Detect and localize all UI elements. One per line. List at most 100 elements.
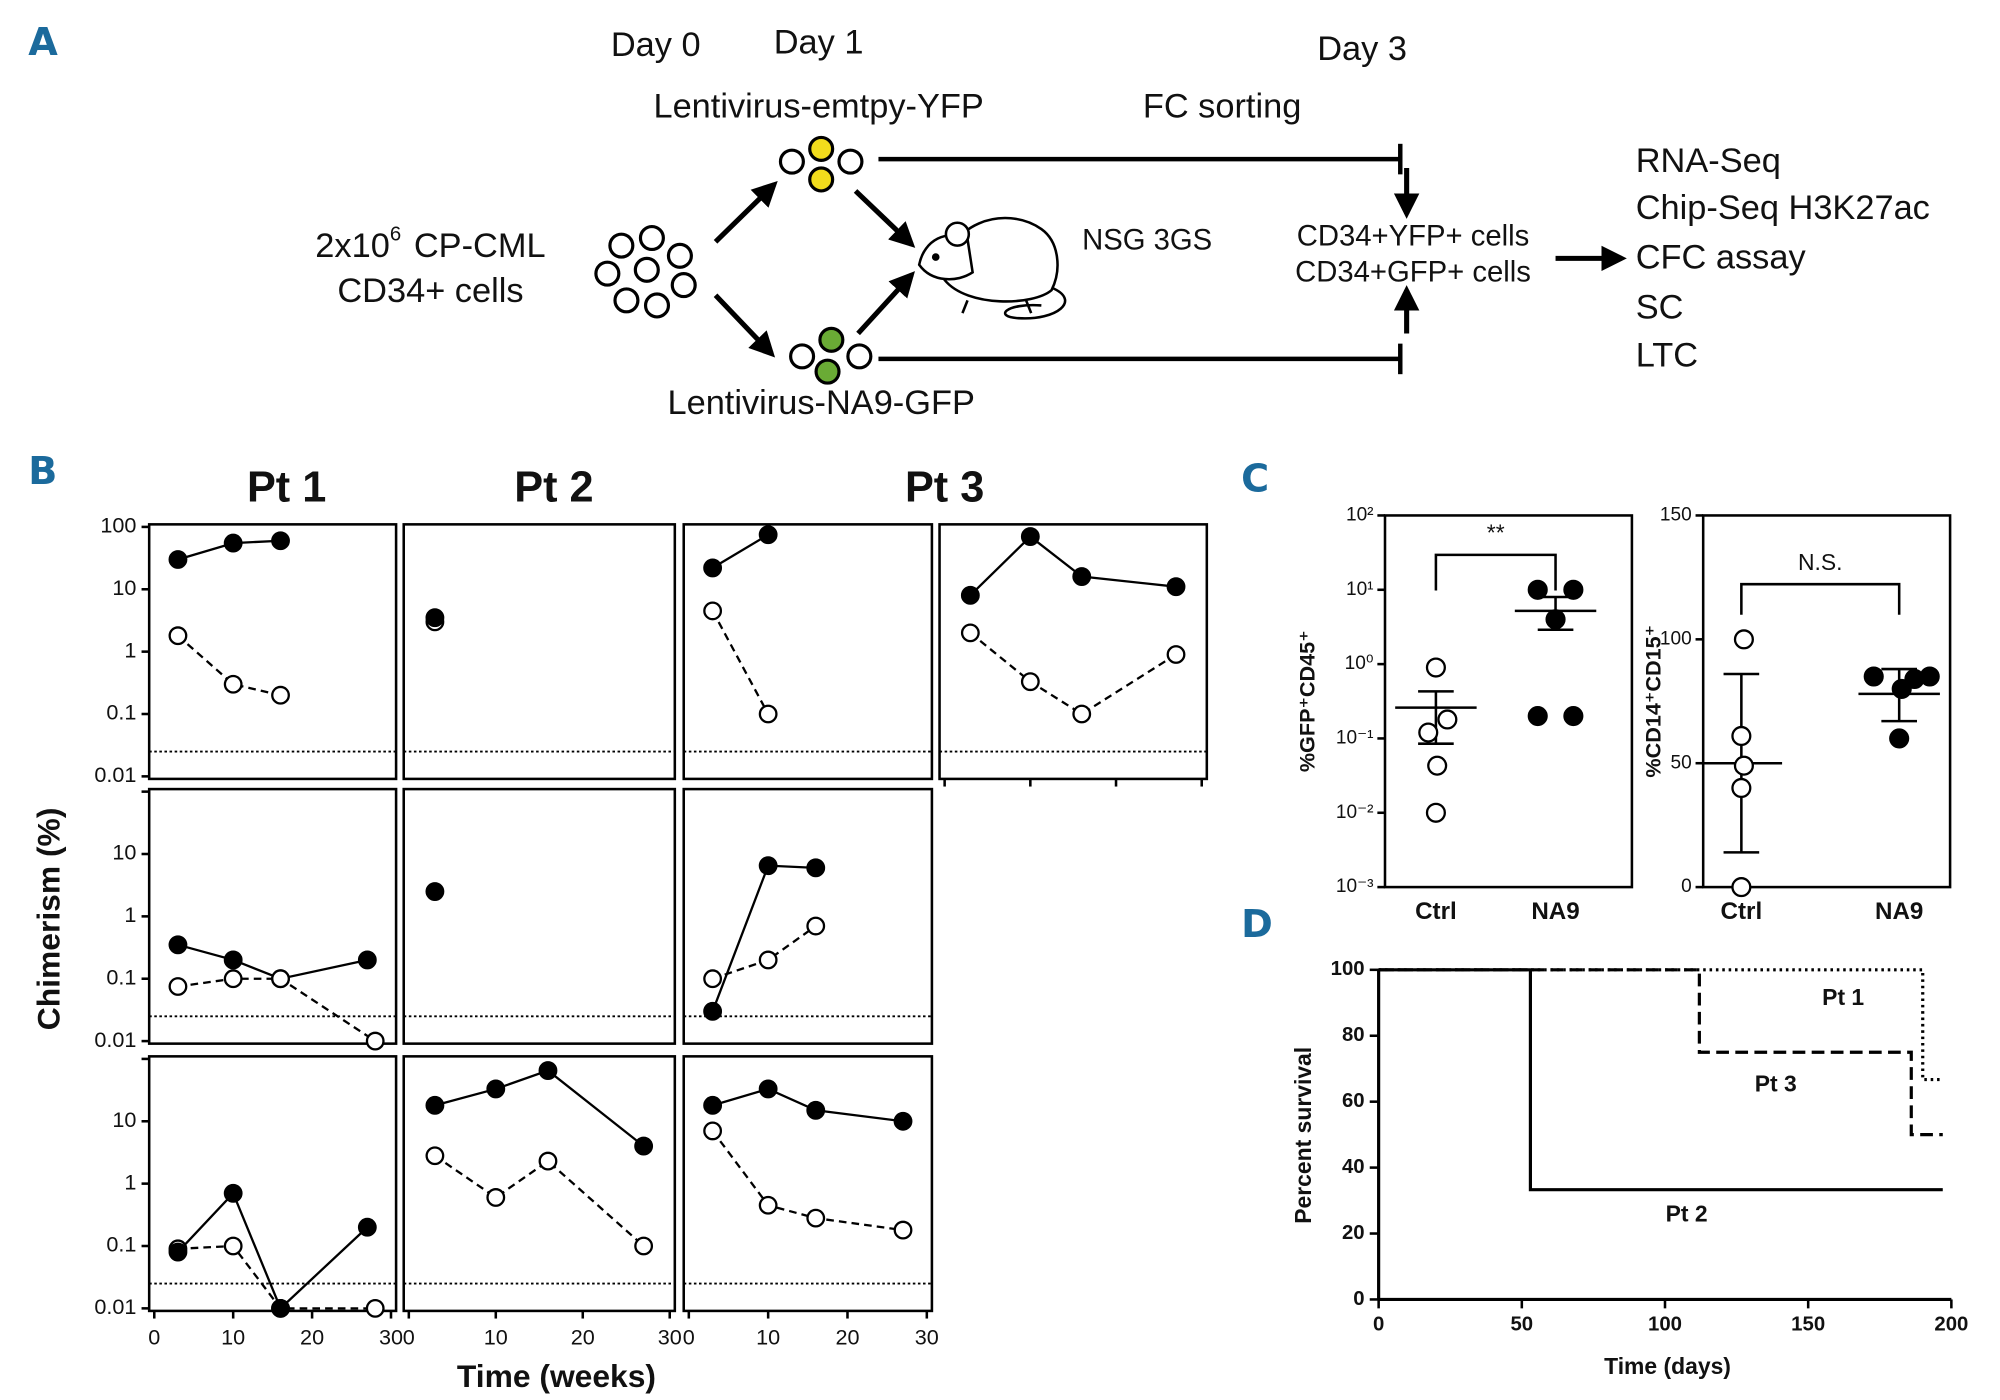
data-point [357, 1217, 377, 1237]
y-tick-label: 10¹ [1346, 579, 1374, 600]
series-line [177, 943, 368, 980]
data-point [1563, 579, 1584, 600]
schematic: Day 0 Day 1 Day 3 Lentivirus-emtpy-YFP F… [315, 24, 1930, 422]
x-tick-label: 0 [403, 1325, 415, 1350]
y-axis-label: Chimerism (%) [31, 808, 67, 1031]
y-tick-label: 60 [1342, 1090, 1365, 1112]
data-point [1731, 725, 1752, 747]
y-tick-label: 10⁰ [1345, 653, 1374, 674]
data-point [806, 1100, 826, 1120]
panel-frame [402, 523, 677, 781]
x-tick-label: 30 [915, 1325, 939, 1350]
data-point [1166, 645, 1186, 664]
data-point [425, 608, 445, 628]
data-point [1425, 657, 1446, 678]
data-point [758, 950, 778, 970]
series-line [712, 1087, 904, 1123]
y-tick-label: 10 [112, 575, 136, 600]
y-tick-label: 10² [1346, 505, 1374, 526]
y-tick-label: 0.01 [94, 762, 136, 787]
x-tick-label: Ctrl [1721, 898, 1763, 925]
y-tick-label: 40 [1342, 1156, 1365, 1178]
data-point [634, 1136, 654, 1156]
y-tick-label: 0 [1353, 1288, 1364, 1310]
x-tick-label: 20 [835, 1325, 859, 1350]
x-tick-label: 10 [484, 1325, 508, 1350]
data-point [168, 550, 188, 569]
x-axis-label: Time (days) [1604, 1353, 1731, 1379]
x-tick-label: 0 [683, 1325, 695, 1350]
data-point [168, 935, 188, 955]
data-point [1437, 709, 1458, 730]
data-point [806, 916, 826, 936]
data-point [271, 685, 290, 705]
x-tick-label: 30 [379, 1325, 403, 1350]
data-point [1427, 755, 1448, 776]
assay-label: CFC assay [1636, 239, 1807, 277]
x-axis-label: Time (weeks) [457, 1358, 656, 1394]
data-point [486, 1079, 506, 1099]
data-point [960, 585, 980, 605]
data-point [223, 674, 243, 694]
significance-label: ** [1487, 520, 1505, 546]
data-point [806, 1208, 826, 1228]
x-tick-label: 20 [571, 1325, 595, 1350]
y-tick-label: 1 [124, 1169, 136, 1194]
data-point [1072, 567, 1092, 586]
panel-frame [147, 1055, 398, 1313]
step-label: FC sorting [1143, 87, 1301, 125]
data-point [758, 704, 778, 724]
data-point [806, 858, 826, 878]
data-point [365, 1031, 385, 1051]
data-point [1733, 755, 1754, 776]
day-label: Day 1 [774, 24, 864, 62]
series-line [969, 535, 1177, 597]
series-label: Pt 3 [1755, 1071, 1797, 1097]
y-tick-label: 100 [1660, 628, 1692, 649]
data-point [1545, 609, 1566, 630]
column-title: Pt 2 [514, 463, 593, 511]
assay-label: Chip-Seq H3K27ac [1636, 189, 1930, 227]
significance-bracket [1740, 582, 1901, 615]
data-point [634, 1236, 654, 1256]
y-tick-label: 80 [1342, 1024, 1365, 1046]
y-tick-label: 1 [124, 637, 136, 662]
data-point [223, 1183, 243, 1203]
y-tick-label: 0.1 [106, 1232, 136, 1257]
y-axis-label: %GFP⁺CD45⁺ [1294, 630, 1319, 772]
assay-label: LTC [1636, 337, 1698, 375]
series-line [711, 864, 816, 1012]
survival-curve [1378, 968, 1943, 1137]
data-point [223, 1236, 243, 1256]
panel-label: D [1241, 903, 1273, 947]
input-type: CP-CML [414, 227, 546, 265]
panel-label: B [28, 450, 57, 494]
assay-label: RNA-Seq [1636, 142, 1781, 180]
data-point [365, 1298, 385, 1318]
y-axis-label: %CD14⁺CD15⁺ [1641, 625, 1666, 778]
data-point [703, 1095, 723, 1115]
y-tick-label: 10⁻² [1336, 802, 1374, 823]
series-line [434, 1154, 645, 1247]
series-line [969, 631, 1177, 716]
data-point [271, 969, 290, 989]
data-point [703, 969, 723, 989]
input-exponent: 6 [390, 224, 401, 246]
data-point [425, 1146, 445, 1166]
x-tick-label: 150 [1791, 1313, 1825, 1335]
data-point [1527, 706, 1548, 727]
y-axis-label: Percent survival [1290, 1047, 1316, 1224]
sorted-label: CD34+GFP+ cells [1295, 256, 1531, 288]
data-point [1020, 672, 1040, 692]
data-point [1166, 577, 1186, 597]
data-point [703, 558, 723, 578]
data-point [703, 601, 723, 621]
y-tick-label: 1 [124, 902, 136, 927]
data-point [703, 1001, 723, 1021]
data-point [168, 977, 188, 996]
x-tick-label: 100 [1648, 1313, 1682, 1335]
mouse-label: NSG 3GS [1082, 225, 1212, 257]
x-tick-label: 200 [1934, 1313, 1968, 1335]
data-point [893, 1220, 913, 1240]
